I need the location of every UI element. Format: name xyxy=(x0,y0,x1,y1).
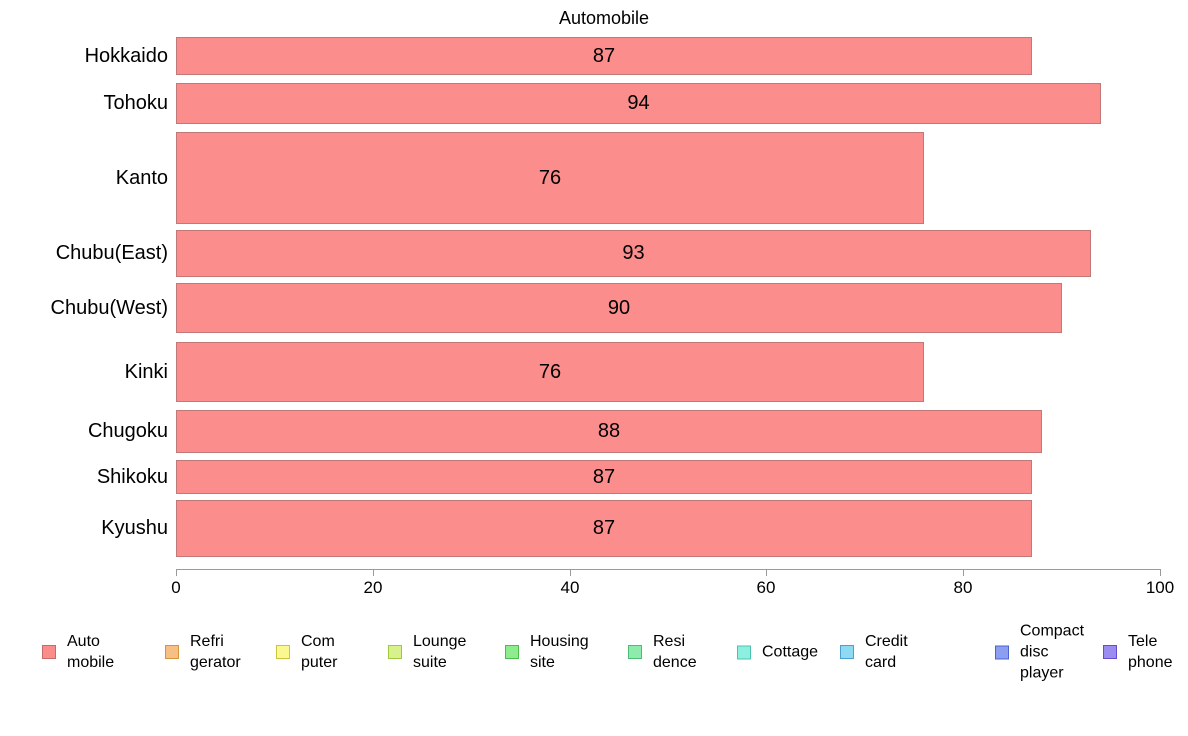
category-label: Kanto xyxy=(115,166,168,189)
legend-item: Auto mobile xyxy=(42,631,114,673)
legend-swatch xyxy=(388,645,402,659)
x-axis-line xyxy=(176,569,1161,570)
legend-swatch xyxy=(840,645,854,659)
legend-label: Refri gerator xyxy=(190,633,241,671)
x-axis-tick-label: 40 xyxy=(560,578,580,597)
legend-item: Compact disc player xyxy=(995,621,1084,684)
legend-label: Credit card xyxy=(865,633,908,671)
legend-swatch xyxy=(995,645,1009,659)
bar: 87 xyxy=(176,37,1032,75)
bar-value-label: 87 xyxy=(592,44,616,67)
category-label: Kinki xyxy=(124,360,168,383)
bar-value-label: 90 xyxy=(607,296,631,319)
legend-swatch xyxy=(1103,645,1117,659)
legend-label: Cottage xyxy=(762,643,819,661)
bar-value-label: 94 xyxy=(627,92,650,114)
bar: 87 xyxy=(176,500,1032,557)
chart-title: Automobile xyxy=(558,8,650,28)
legend-label: Resi dence xyxy=(653,633,697,671)
bar: 87 xyxy=(176,460,1032,494)
x-axis-tick-label: 20 xyxy=(363,578,383,597)
bar-value-label: 93 xyxy=(622,242,645,264)
bar: 76 xyxy=(176,342,924,402)
x-axis-tick xyxy=(766,569,767,576)
legend-item: Com puter xyxy=(276,631,337,673)
category-label: Tohoku xyxy=(103,92,169,114)
bar-value-label: 76 xyxy=(538,360,562,383)
category-label: Chubu(East) xyxy=(55,242,168,264)
legend-label: Lounge suite xyxy=(413,633,467,671)
x-axis-tick xyxy=(1160,569,1161,576)
legend-item: Resi dence xyxy=(628,631,697,673)
legend-swatch xyxy=(276,645,290,659)
category-label: Chugoku xyxy=(87,420,168,442)
x-axis-tick xyxy=(570,569,571,576)
bar: 76 xyxy=(176,132,924,224)
legend-swatch xyxy=(628,645,642,659)
category-label: Chubu(West) xyxy=(50,296,168,319)
x-axis-tick xyxy=(176,569,177,576)
legend-item: Refri gerator xyxy=(165,631,241,673)
category-label: Kyushu xyxy=(101,517,168,539)
bar-value-label: 87 xyxy=(592,465,616,488)
legend-item: Cottage xyxy=(737,642,818,663)
legend-label: Auto mobile xyxy=(67,633,115,671)
legend-item: Tele phone xyxy=(1103,631,1173,673)
x-axis-tick-label: 60 xyxy=(756,578,776,597)
category-label: Shikoku xyxy=(96,465,168,488)
category-label: Hokkaido xyxy=(84,44,168,67)
bar: 88 xyxy=(176,410,1042,453)
bar: 94 xyxy=(176,83,1101,124)
legend-swatch xyxy=(737,645,751,659)
legend-label: Com puter xyxy=(301,633,338,671)
bar-value-label: 87 xyxy=(592,517,616,539)
legend-swatch xyxy=(505,645,519,659)
bar-value-label: 88 xyxy=(597,420,621,442)
legend-swatch xyxy=(42,645,56,659)
legend-item: Housing site xyxy=(505,631,589,673)
legend-item: Credit card xyxy=(840,631,908,673)
legend-label: Tele phone xyxy=(1128,633,1173,671)
x-axis-tick xyxy=(963,569,964,576)
legend-label: Housing site xyxy=(530,633,589,671)
bar: 90 xyxy=(176,283,1062,333)
legend-item: Lounge suite xyxy=(388,631,466,673)
legend-swatch xyxy=(165,645,179,659)
x-axis-tick xyxy=(373,569,374,576)
bar-value-label: 76 xyxy=(538,166,562,189)
legend-label: Compact disc player xyxy=(1020,622,1085,682)
x-axis-tick-label: 80 xyxy=(953,578,973,597)
x-axis-tick-label: 100 xyxy=(1145,578,1175,597)
bar: 93 xyxy=(176,230,1091,277)
x-axis-tick-label: 0 xyxy=(171,578,181,597)
